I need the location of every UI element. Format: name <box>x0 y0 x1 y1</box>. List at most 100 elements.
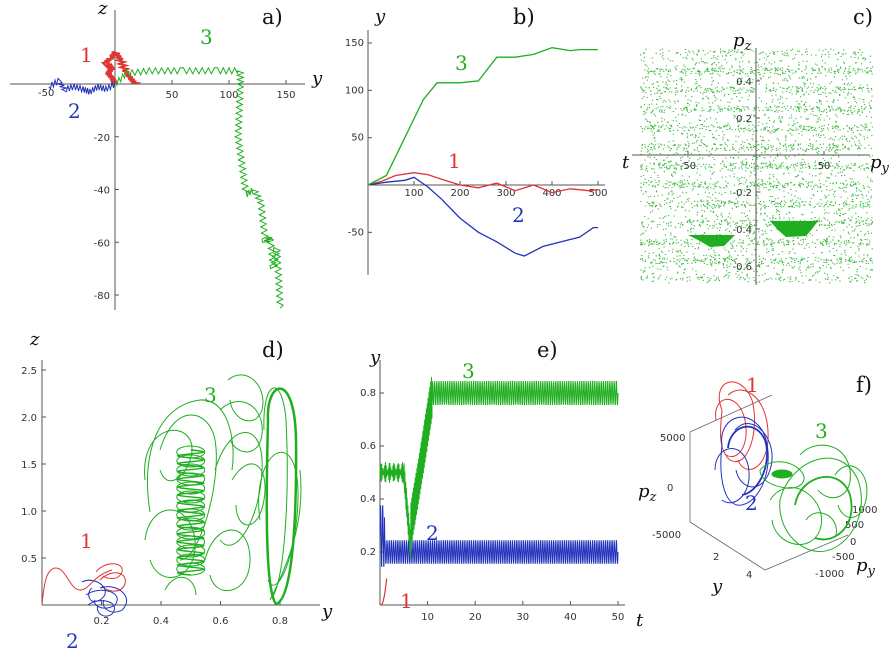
c-wedge-left <box>688 235 735 247</box>
e-series-1 <box>380 578 388 606</box>
f-box <box>689 394 849 571</box>
d-coil-loop <box>176 526 206 540</box>
e-label-2: 2 <box>426 521 439 545</box>
d-ytick-label: 1.5 <box>21 460 37 471</box>
d-coil-loop <box>176 472 206 486</box>
b-ytick-label: 50 <box>351 133 364 144</box>
d-coil-loop <box>176 508 206 522</box>
f-label-3: 3 <box>815 419 828 443</box>
a-panel-label: a) <box>262 5 283 29</box>
d-coil-loop <box>176 517 206 531</box>
b-xlabel: t <box>622 152 630 173</box>
a-ytick-label: -20 <box>94 133 110 144</box>
a-label-2: 2 <box>68 99 81 123</box>
b-series-2 <box>367 176 598 257</box>
f-py-tick: 0 <box>850 537 856 548</box>
f-y-tick: 2 <box>713 552 719 563</box>
c-scatter-cloud <box>640 48 874 284</box>
panel-d: z y d) 0.2 0.4 0.6 0.8 2.5 2.0 1.5 1.0 0.5 <box>21 329 333 653</box>
b-ytick-label: -50 <box>348 227 364 238</box>
e-series-2 <box>379 505 619 567</box>
d-coil-loop <box>176 454 206 468</box>
d-coil-loop <box>176 445 206 459</box>
panel-b: y t b) 100 200 300 400 500 150 100 50 -50 3 1 2 <box>345 5 630 275</box>
a-series-2 <box>48 77 116 95</box>
c-xlabel: py <box>870 152 890 176</box>
b-label-1: 1 <box>448 149 461 173</box>
f-pz-tick: 0 <box>667 483 673 494</box>
a-ytick-label: -60 <box>94 238 110 249</box>
a-xtick-label: 150 <box>276 90 295 101</box>
c-wedge-right <box>770 221 818 237</box>
f-series-1 <box>715 381 769 470</box>
d-xtick-label: 0.6 <box>213 616 229 627</box>
d-series-2 <box>81 579 128 617</box>
c-xtick-label: -50 <box>680 161 696 172</box>
c-ytick-label: -0.2 <box>732 188 752 199</box>
d-series-3 <box>144 374 302 606</box>
d-label-2: 2 <box>66 629 79 653</box>
b-label-2: 2 <box>512 203 525 227</box>
panel-c: pz py c) -50 50 0.4 0.2 -0.2 -0.4 -0.6 <box>632 5 890 285</box>
a-xtick-label: 50 <box>166 90 179 101</box>
b-ytick-label: 100 <box>345 85 364 96</box>
c-ylabel: pz <box>733 30 752 54</box>
c-ytick-label: 0.2 <box>736 114 752 125</box>
e-xlabel: t <box>636 610 644 631</box>
e-ytick-label: 0.4 <box>360 494 376 505</box>
e-label-3: 3 <box>462 359 475 383</box>
d-xtick-label: 0.4 <box>153 616 169 627</box>
a-ylabel: z <box>97 0 108 19</box>
e-label-1: 1 <box>400 589 413 613</box>
f-py-tick: -500 <box>832 552 855 563</box>
f-zlabel-py: py <box>856 555 876 579</box>
b-ylabel: y <box>374 6 386 27</box>
a-xlabel: y <box>311 68 323 89</box>
d-coil-loop <box>176 562 206 576</box>
d-label-1: 1 <box>80 529 93 553</box>
b-panel-label: b) <box>513 5 535 29</box>
a-label-1: 1 <box>80 43 93 67</box>
a-series-3 <box>114 66 284 309</box>
f-py-tick: 1000 <box>852 505 877 516</box>
f-label-2: 2 <box>745 491 758 515</box>
e-ytick-label: 0.2 <box>360 547 376 558</box>
c-ytick-label: -0.6 <box>732 262 752 273</box>
f-panel-label: f) <box>856 373 872 397</box>
e-xtick-label: 20 <box>469 612 482 623</box>
e-series-3 <box>379 377 619 559</box>
b-series-3 <box>367 47 598 186</box>
d-coil-loop <box>176 544 206 558</box>
e-ylabel: y <box>369 347 381 368</box>
f-series-3 <box>759 444 868 552</box>
e-ytick-label: 0.8 <box>360 388 376 399</box>
f-y-tick: 4 <box>746 570 752 581</box>
f-py-tick: -1000 <box>815 569 844 580</box>
e-panel-label: e) <box>537 338 558 362</box>
b-xtick-label: 400 <box>542 188 561 199</box>
d-ytick-label: 1.0 <box>21 507 37 518</box>
panel-a: z y a) -50 50 100 150 -20 -40 -60 -80 1 2 3 <box>10 0 323 310</box>
d-coil-loop <box>176 481 206 495</box>
f-pz-tick: -5000 <box>652 530 681 541</box>
d-ytick-label: 2.5 <box>21 366 37 377</box>
d-ytick-label: 0.5 <box>21 554 37 565</box>
e-ytick-label: 0.6 <box>360 441 376 452</box>
d-coil-loop <box>176 463 206 477</box>
a-ytick-label: -80 <box>94 291 110 302</box>
d-ylabel: z <box>29 329 40 350</box>
f-pz-tick: 5000 <box>660 433 685 444</box>
e-xtick-label: 40 <box>564 612 577 623</box>
a-series-1 <box>100 50 142 85</box>
b-xtick-label: 500 <box>588 188 607 199</box>
c-ytick-label: -0.4 <box>732 225 752 236</box>
d-xtick-label: 0.8 <box>272 616 288 627</box>
b-label-3: 3 <box>455 51 468 75</box>
c-ytick-label: 0.4 <box>736 77 752 88</box>
b-xtick-label: 300 <box>496 188 515 199</box>
b-series-1 <box>367 172 599 194</box>
b-xtick-label: 100 <box>404 188 423 199</box>
c-points <box>640 48 874 284</box>
e-xtick-label: 10 <box>421 612 434 623</box>
